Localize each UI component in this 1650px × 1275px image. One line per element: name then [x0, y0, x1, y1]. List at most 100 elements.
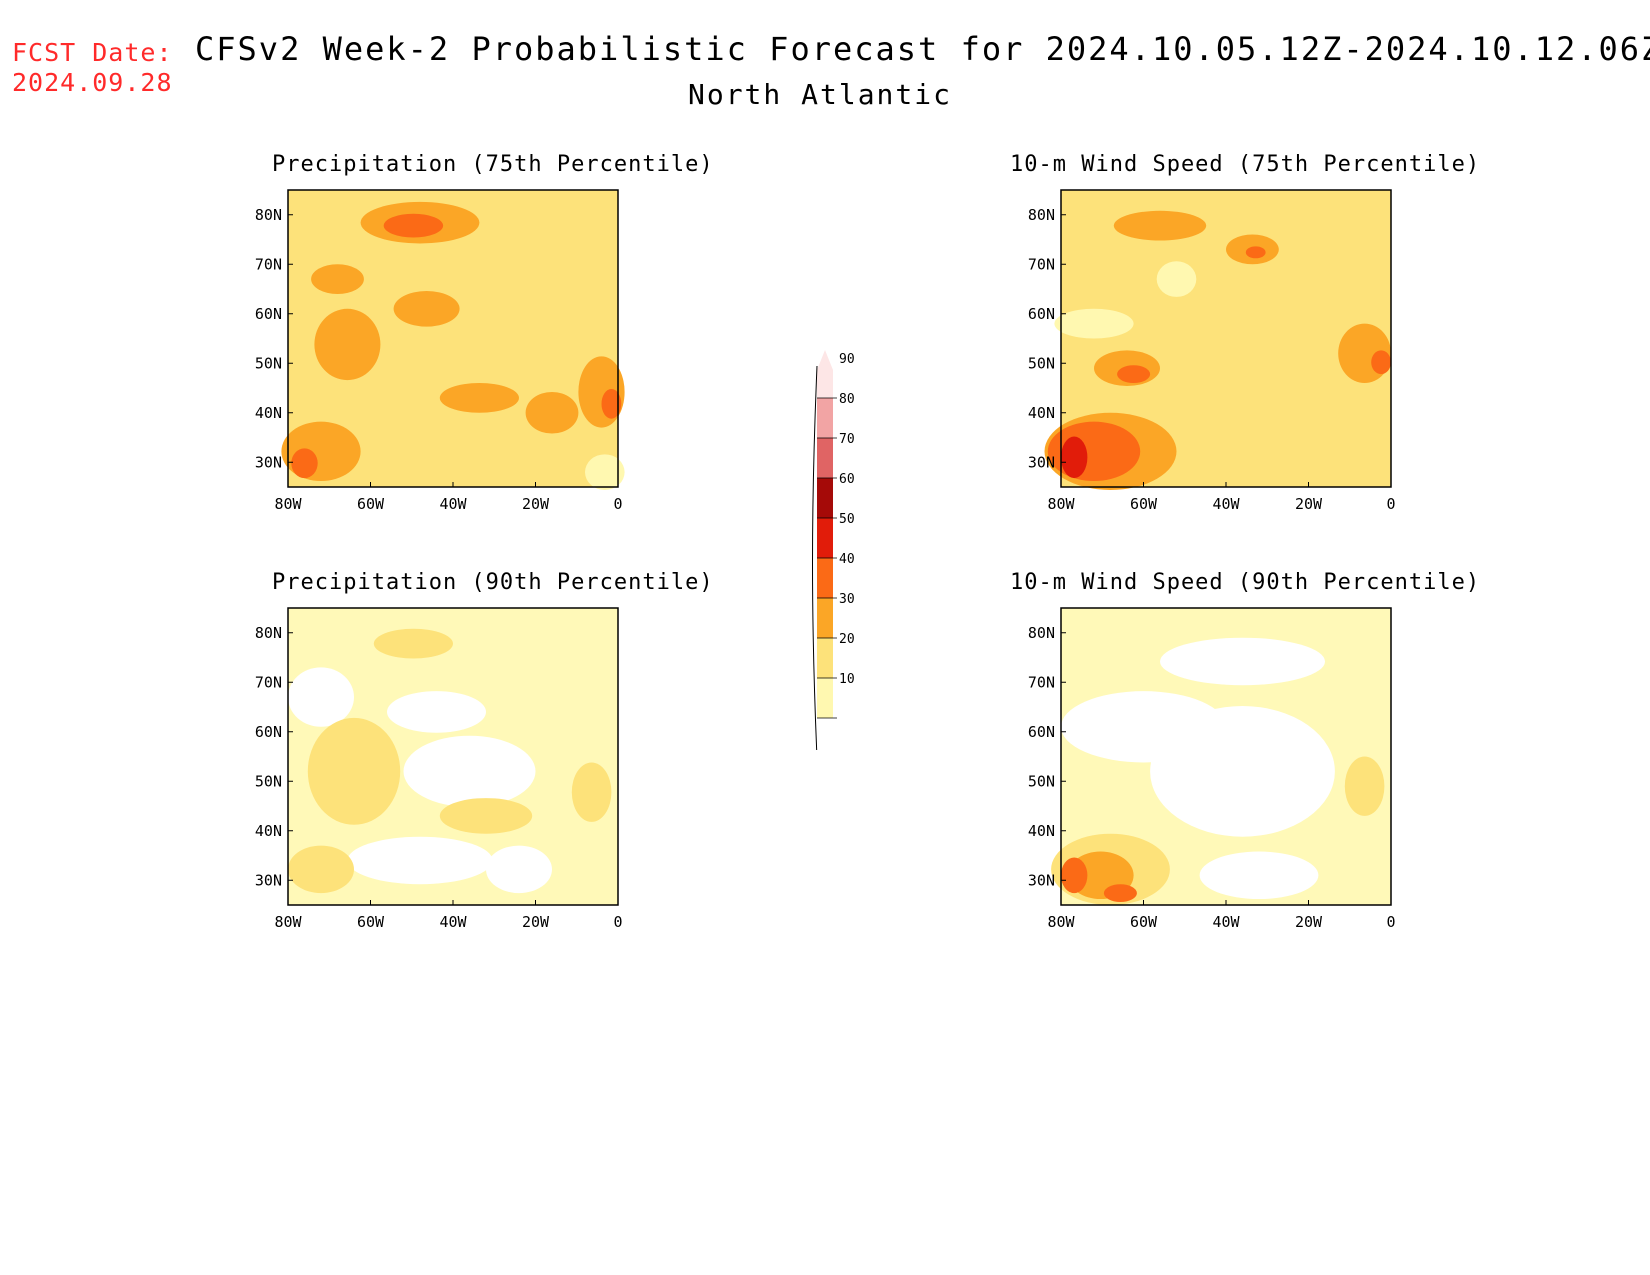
lat-tick-label: 60N — [1028, 723, 1055, 741]
fcst-date-block: FCST Date: 2024.09.28 — [12, 38, 173, 98]
contour-region — [1113, 210, 1207, 241]
contour-region — [439, 383, 519, 413]
lon-tick-label: 60W — [357, 495, 385, 513]
map-panel-precip90: 80W 60W 40W 20W 0 80N 70N 60N 50N 40N 30N — [255, 607, 623, 931]
coastline — [288, 745, 377, 882]
contour-region — [314, 308, 381, 381]
lon-tick-label: 60W — [1130, 913, 1158, 931]
contour-region — [387, 691, 486, 733]
colorbar-label: 30 — [839, 592, 855, 607]
fcst-date-value: 2024.09.28 — [12, 68, 173, 97]
lat-tick-label: 60N — [255, 305, 282, 323]
coastline — [1061, 667, 1117, 750]
lon-tick-label: 0 — [613, 495, 622, 513]
lon-tick-label: 0 — [1386, 913, 1395, 931]
contour-region — [1117, 365, 1151, 384]
coastline — [1061, 327, 1150, 464]
region-subtitle: North Atlantic — [687, 78, 952, 111]
coastline — [575, 333, 608, 383]
contour-region — [1061, 691, 1226, 763]
lon-tick-label: 40W — [1212, 495, 1240, 513]
map-panel-wind90: 80W 60W 40W 20W 0 80N 70N 60N 50N 40N 30N — [1028, 607, 1396, 931]
lat-tick-label: 50N — [255, 354, 282, 372]
contour-region — [347, 836, 493, 885]
lon-tick-label: 40W — [1212, 913, 1240, 931]
panel-title-precip75: Precipitation (75th Percentile) — [272, 152, 714, 177]
coastlines — [288, 199, 618, 487]
coastline — [1061, 249, 1117, 332]
colorbar-segment — [817, 438, 833, 478]
lon-tick-label: 20W — [1295, 495, 1323, 513]
coastline — [1312, 697, 1352, 718]
coastline — [552, 792, 618, 905]
lat-tick-label: 40N — [255, 404, 282, 422]
lon-tick-label: 0 — [1386, 495, 1395, 513]
fcst-date-label: FCST Date: — [12, 38, 173, 67]
lat-tick-label: 80N — [1028, 624, 1055, 642]
coastline — [1348, 751, 1381, 801]
lon-tick-label: 80W — [1047, 495, 1075, 513]
colorbar-label: 50 — [839, 512, 855, 527]
colorbar-label: 60 — [839, 472, 855, 487]
main-title: CFSv2 Week-2 Probabilistic Forecast for … — [195, 30, 1650, 68]
lon-tick-label: 40W — [439, 495, 467, 513]
contour-region — [585, 454, 625, 490]
colorbar-segment — [817, 638, 833, 678]
colorbar-segment — [817, 678, 833, 718]
lat-tick-label: 70N — [255, 673, 282, 691]
panel-title-wind90: 10-m Wind Speed (90th Percentile) — [1010, 570, 1481, 595]
contour-region — [1054, 308, 1134, 339]
colorbar-segment — [817, 350, 833, 398]
panel-title-wind75: 10-m Wind Speed (75th Percentile) — [1010, 152, 1481, 177]
lat-tick-label: 30N — [1028, 871, 1055, 889]
coastline — [1312, 279, 1352, 300]
coastline — [575, 751, 608, 801]
coastline — [1094, 617, 1302, 727]
coastline — [539, 279, 579, 300]
contour-region — [383, 213, 444, 238]
lon-tick-label: 20W — [522, 913, 550, 931]
contour-region — [281, 421, 361, 482]
lon-tick-label: 40W — [439, 913, 467, 931]
contour-region — [1199, 851, 1319, 900]
contour-region — [288, 845, 354, 894]
lat-tick-label: 80N — [255, 624, 282, 642]
contour-region — [1160, 637, 1325, 686]
colorbar-label: 70 — [839, 432, 855, 447]
map-panel-wind75: 80W 60W 40W 20W 0 80N 70N 60N 50N 40N 30N — [1028, 189, 1396, 513]
lat-tick-label: 60N — [1028, 305, 1055, 323]
colorbar-label: 80 — [839, 392, 855, 407]
map-field-precip75 — [281, 190, 625, 490]
map-field-wind90 — [1051, 608, 1391, 905]
colorbar-label: 40 — [839, 552, 855, 567]
contour-region — [601, 388, 622, 419]
contour-region — [1103, 884, 1137, 903]
contour-region — [1061, 436, 1088, 479]
coastline — [1061, 745, 1150, 882]
coastline — [288, 249, 344, 332]
colorbar-segment — [817, 398, 833, 438]
lat-tick-label: 80N — [1028, 206, 1055, 224]
lat-tick-label: 60N — [255, 723, 282, 741]
lon-tick-label: 80W — [274, 913, 302, 931]
coastline — [552, 374, 618, 487]
contour-region — [311, 264, 364, 294]
coastline — [1094, 199, 1302, 309]
lat-tick-label: 40N — [255, 822, 282, 840]
lon-tick-label: 20W — [522, 495, 550, 513]
panel-title-precip90: Precipitation (90th Percentile) — [272, 570, 714, 595]
contour-region — [486, 845, 552, 894]
coastline — [539, 697, 579, 718]
contour-region — [288, 667, 354, 727]
colorbar-label: 20 — [839, 632, 855, 647]
colorbar-segment — [817, 558, 833, 598]
lat-tick-label: 30N — [1028, 453, 1055, 471]
colorbar-outline — [812, 365, 818, 750]
colorbar: 10 20 30 40 50 60 70 80 90 — [812, 350, 855, 750]
contour-region — [307, 717, 401, 825]
lon-tick-label: 60W — [357, 913, 385, 931]
contour-region — [439, 798, 533, 834]
lon-tick-label: 80W — [274, 495, 302, 513]
coastlines — [1061, 617, 1391, 905]
coastlines — [1061, 199, 1391, 487]
